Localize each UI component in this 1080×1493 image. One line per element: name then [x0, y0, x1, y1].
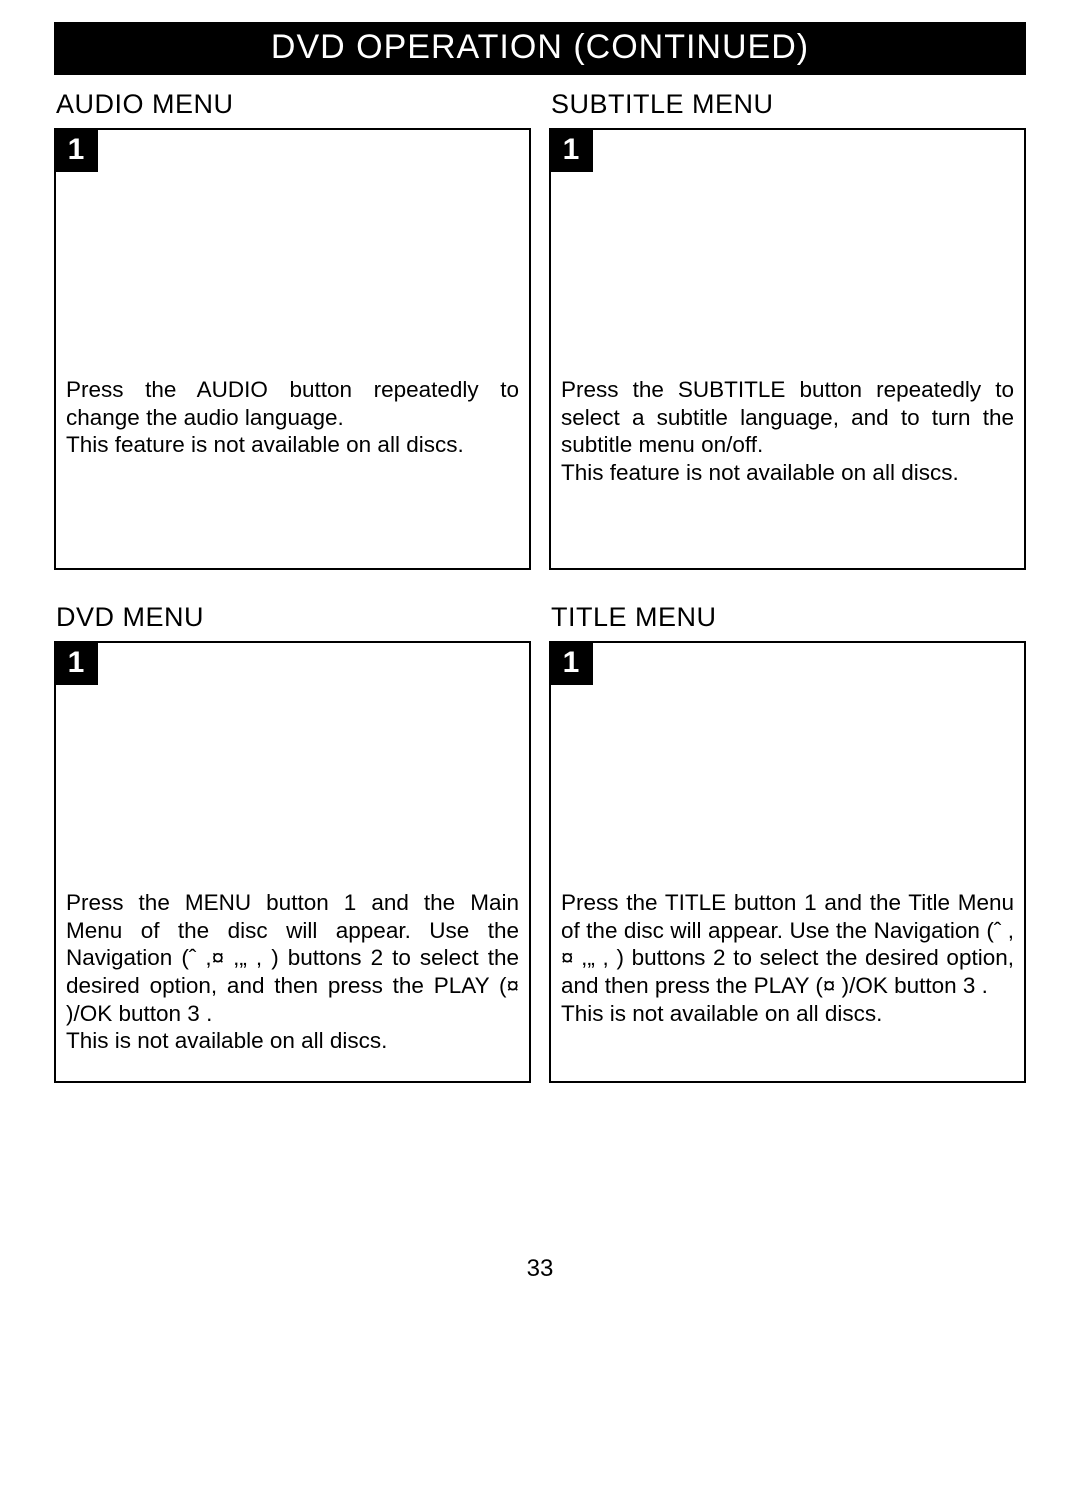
section-panel: 1 Press the AUDIO button repeatedly to c…	[54, 128, 531, 570]
section-audio-menu: AUDIO MENU 1 Press the AUDIO button repe…	[54, 85, 531, 570]
illustration-placeholder	[56, 643, 529, 889]
section-panel: 1 Press the TITLE button 1 and the Title…	[549, 641, 1026, 1083]
page-title: DVD OPERATION (CONTINUED)	[271, 28, 809, 66]
illustration-placeholder	[551, 643, 1024, 889]
manual-page: DVD OPERATION (CONTINUED) AUDIO MENU 1 P…	[0, 0, 1080, 1493]
step-number: 1	[563, 646, 580, 680]
step-badge: 1	[549, 641, 593, 685]
section-heading: DVD MENU	[56, 602, 531, 633]
section-title-menu: TITLE MENU 1 Press the TITLE button 1 an…	[549, 598, 1026, 1083]
section-heading: TITLE MENU	[551, 602, 1026, 633]
section-dvd-menu: DVD MENU 1 Press the MENU button 1 and t…	[54, 598, 531, 1083]
section-panel: 1 Press the SUBTITLE button repeatedly t…	[549, 128, 1026, 570]
section-body: Press the MENU button 1 and the Main Men…	[56, 889, 529, 1065]
step-badge: 1	[54, 641, 98, 685]
sections-grid: AUDIO MENU 1 Press the AUDIO button repe…	[54, 85, 1026, 1083]
section-heading: SUBTITLE MENU	[551, 89, 1026, 120]
section-body: Press the TITLE button 1 and the Title M…	[551, 889, 1024, 1037]
step-number: 1	[68, 133, 85, 167]
step-badge: 1	[549, 128, 593, 172]
illustration-placeholder	[551, 130, 1024, 376]
step-badge: 1	[54, 128, 98, 172]
section-body: Press the SUBTITLE button repeatedly to …	[551, 376, 1024, 497]
page-title-bar: DVD OPERATION (CONTINUED)	[54, 22, 1026, 75]
section-body: Press the AUDIO button repeatedly to cha…	[56, 376, 529, 469]
page-number: 33	[0, 1255, 1080, 1283]
step-number: 1	[68, 646, 85, 680]
illustration-placeholder	[56, 130, 529, 376]
step-number: 1	[563, 133, 580, 167]
section-subtitle-menu: SUBTITLE MENU 1 Press the SUBTITLE butto…	[549, 85, 1026, 570]
section-panel: 1 Press the MENU button 1 and the Main M…	[54, 641, 531, 1083]
section-heading: AUDIO MENU	[56, 89, 531, 120]
